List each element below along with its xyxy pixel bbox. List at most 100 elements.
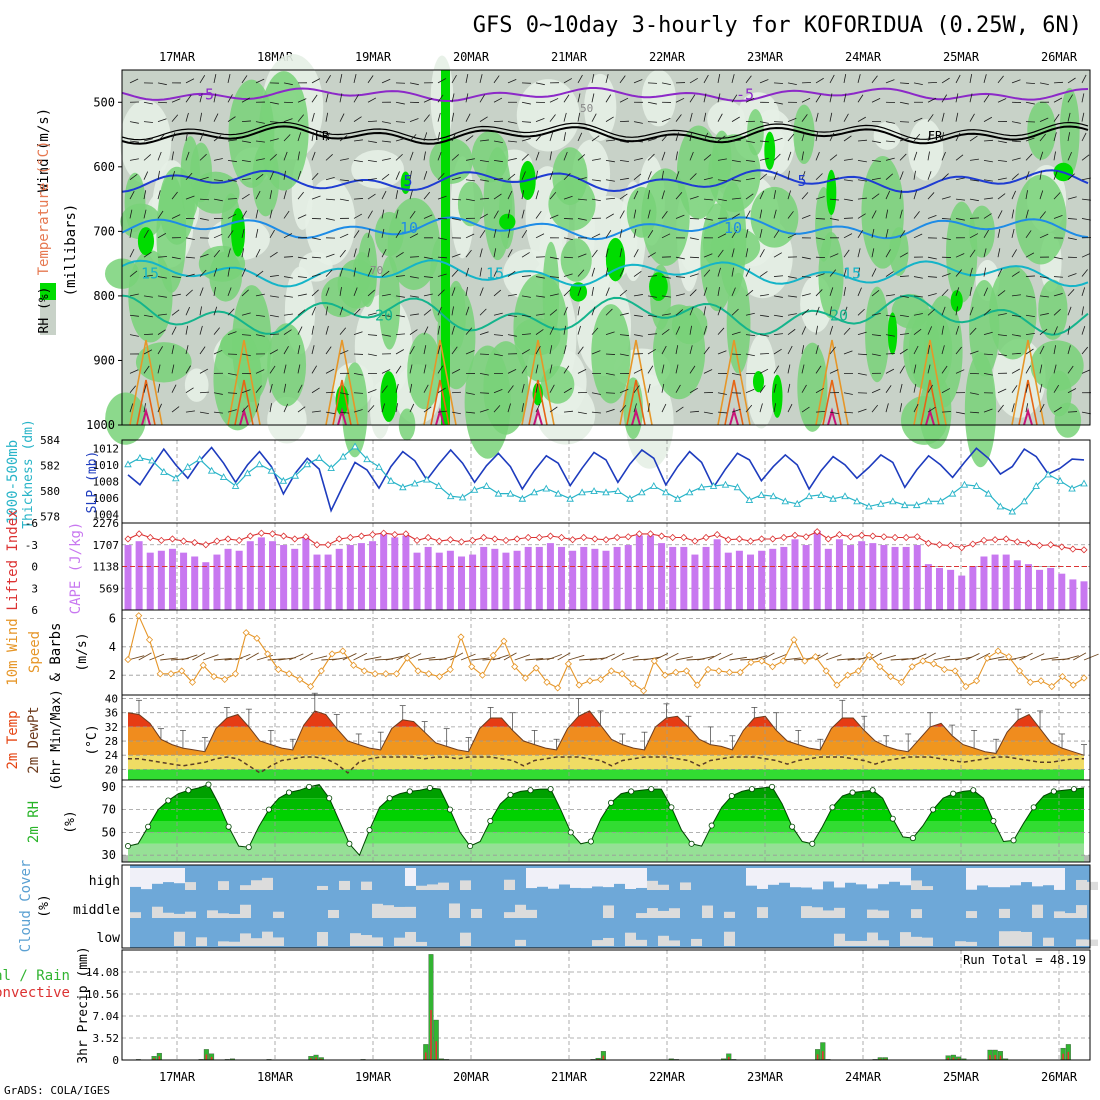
wind-barb (451, 346, 458, 355)
thickness-marker (530, 488, 539, 496)
wind-barb (129, 403, 134, 413)
wind-barb (241, 405, 249, 413)
wind-barb (297, 191, 304, 200)
cloud-clear-cell (405, 906, 416, 918)
slp-tick-label: 1008 (93, 476, 120, 489)
wind-barb (911, 653, 927, 661)
cloud-clear-cell (460, 932, 471, 946)
wind-barb (759, 385, 766, 393)
wind-barb (801, 132, 805, 142)
wind-barb (815, 325, 818, 335)
lifted-index-marker (846, 533, 855, 541)
rh-moist-area (969, 279, 1000, 377)
wind-barb (600, 653, 616, 661)
cape-bar (346, 545, 354, 610)
wind-barb (871, 210, 877, 219)
wind-barb (1053, 293, 1063, 297)
wind-barb (857, 331, 867, 336)
wind-barb (829, 346, 836, 355)
wind-barb (815, 94, 822, 103)
wind-barb (479, 74, 483, 84)
rh-fill-band (128, 784, 1084, 787)
wind-barb (423, 191, 431, 200)
wind-speed-marker (1069, 681, 1077, 689)
wind-barb (815, 151, 820, 161)
wind-barb (815, 196, 825, 200)
wind-barb (283, 313, 293, 316)
rh-dry-area (516, 79, 580, 152)
wind-barb (1081, 346, 1089, 355)
wind-barb (409, 345, 415, 355)
wind-barb (675, 384, 681, 393)
cloud-clear-cell (647, 908, 658, 918)
wind-barb (367, 289, 375, 297)
wind-barb (185, 387, 194, 394)
wind-barb (283, 364, 287, 374)
cloud-level-label: middle (73, 903, 120, 918)
wind-barb (1081, 369, 1091, 374)
thickness-marker (351, 442, 359, 450)
wind-barb (633, 79, 643, 84)
wind-barb (563, 237, 573, 240)
wind-speed-marker (801, 657, 809, 665)
wind-barb (514, 654, 531, 661)
top-date-labels: 17MAR 18MAR 19MAR 20MAR 21MAR 22MAR 23MAR 24MAR… (159, 50, 1078, 64)
rh-moist-area (710, 227, 761, 267)
wind-barb (619, 353, 629, 357)
wind-barb (1053, 81, 1064, 84)
wind-barb (255, 140, 265, 143)
wind-barb (1053, 308, 1061, 316)
wind-barb (185, 151, 190, 161)
wind-barb (969, 249, 976, 258)
cape-bar (424, 546, 432, 610)
wind-barb (549, 293, 559, 297)
wind-barb (1039, 383, 1043, 393)
wind-barb (507, 334, 517, 337)
wind-barb (493, 248, 497, 258)
wind-barb (868, 652, 882, 661)
wind-barb (325, 269, 333, 277)
precip-convective-bar (424, 1052, 427, 1060)
cloud-clear-cell (174, 913, 185, 918)
cape-bar (335, 548, 343, 610)
wind-barb (836, 657, 855, 661)
wind-barb (283, 118, 293, 123)
wind-barb (899, 295, 909, 298)
wind-barb (619, 404, 627, 413)
wind-barb (157, 256, 168, 258)
isotherm-label: FR (928, 129, 943, 143)
precip-total-label: tal / Rain (0, 968, 70, 984)
wind-barb (451, 177, 461, 181)
wind-barb (423, 276, 433, 278)
cloud-clear-cell (185, 882, 196, 890)
rh-tick-label: 70 (102, 803, 116, 817)
wind-barb (1011, 294, 1021, 297)
rh2m-marker (567, 829, 574, 836)
wind-barb (171, 132, 176, 142)
rh-moist-area (352, 251, 372, 294)
rh-moist-area (191, 171, 240, 214)
temp-axis-label: 2m Temp (5, 710, 21, 769)
wind-barb (465, 93, 469, 103)
wind-barb (815, 112, 819, 122)
rh-moist-area (252, 142, 280, 217)
rh2m-marker (467, 843, 474, 850)
wind-barb (983, 197, 993, 200)
wind-barb (745, 388, 755, 394)
wind-speed-marker (382, 670, 390, 678)
lifted-index-marker (380, 529, 388, 537)
wind-barb (1067, 237, 1077, 240)
wind-barb (353, 230, 360, 239)
wind-barb (241, 334, 252, 336)
wind-barb (255, 369, 265, 374)
cape-bar (835, 539, 843, 610)
precip-convective-bar (879, 1058, 882, 1060)
wind-barb (381, 209, 385, 219)
rh-dry-area (707, 100, 745, 138)
wind-barb (563, 151, 568, 161)
wind-barb (717, 392, 727, 395)
rh-saturated-area (137, 227, 155, 256)
wind-barb (675, 97, 685, 103)
wind-barb (885, 121, 895, 124)
wind-barb (409, 118, 419, 123)
